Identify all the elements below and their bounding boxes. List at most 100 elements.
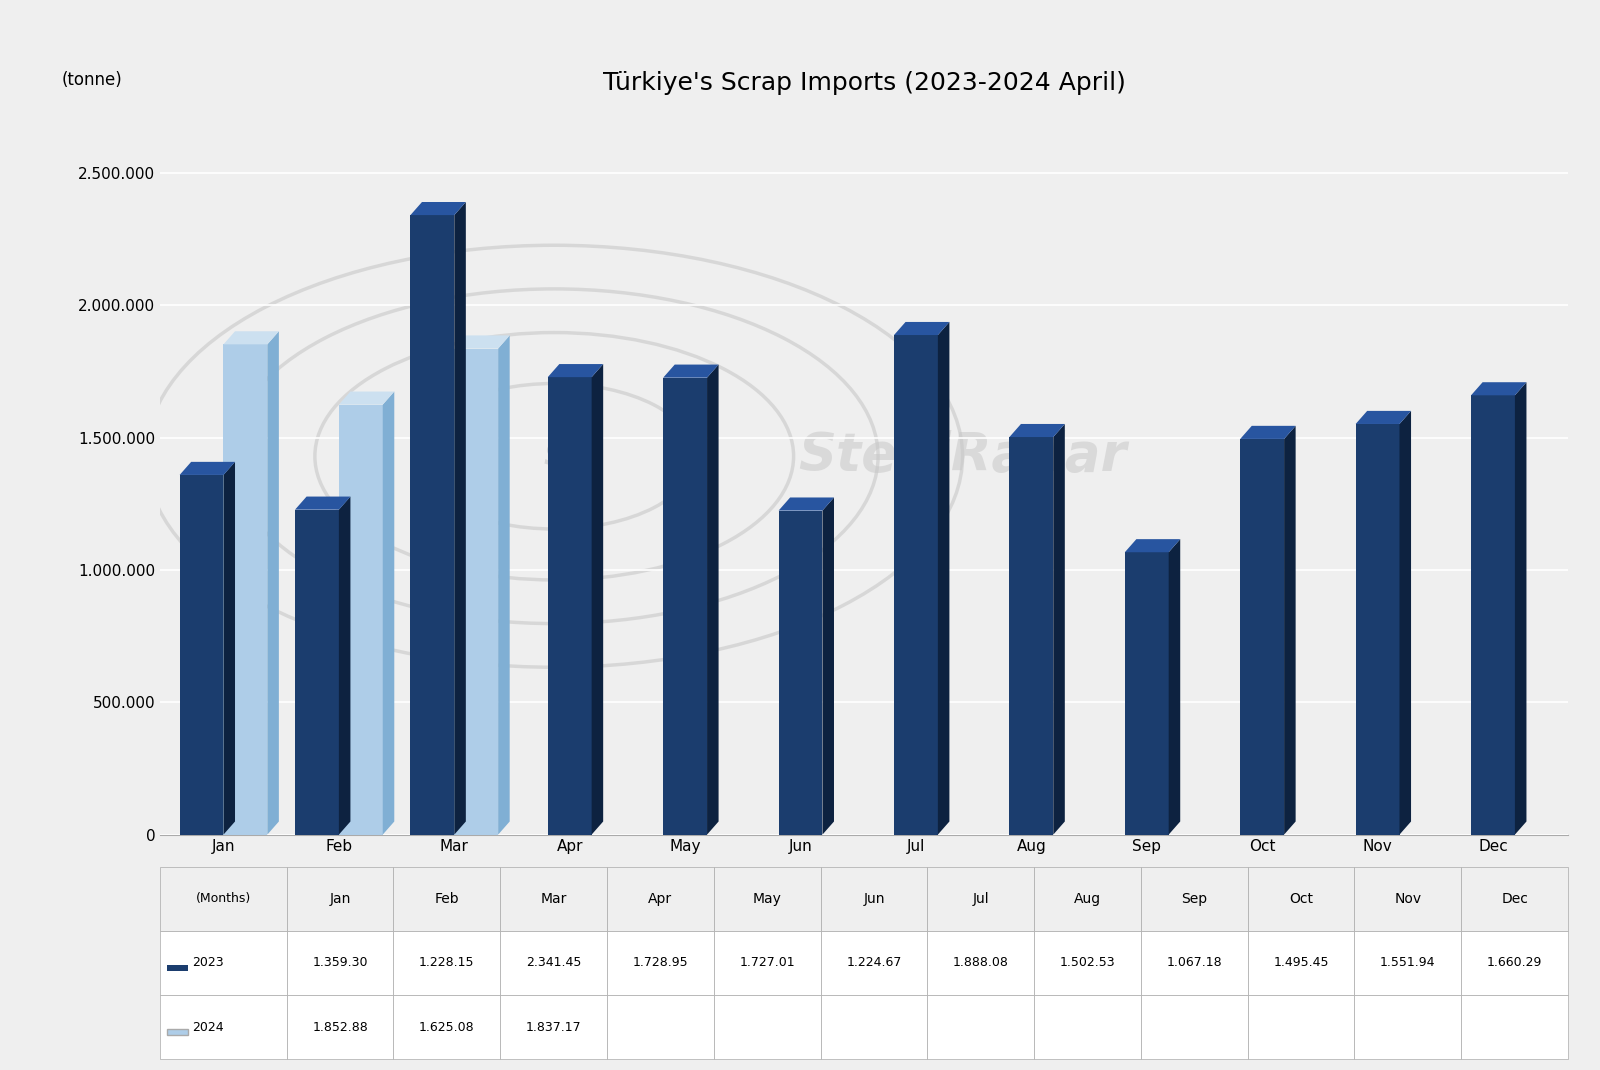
Bar bbox=[928, 867, 1034, 931]
Polygon shape bbox=[1470, 382, 1526, 395]
Bar bbox=[501, 931, 606, 995]
Bar bbox=[1141, 867, 1248, 931]
Text: 1.660.29: 1.660.29 bbox=[1486, 957, 1542, 969]
Polygon shape bbox=[411, 202, 466, 215]
Bar bbox=[894, 335, 938, 835]
Text: Nov: Nov bbox=[1394, 891, 1421, 906]
Bar bbox=[1355, 867, 1461, 931]
Polygon shape bbox=[1285, 426, 1296, 835]
Bar bbox=[1141, 995, 1248, 1059]
Polygon shape bbox=[822, 498, 834, 835]
Text: Jan: Jan bbox=[330, 891, 350, 906]
Polygon shape bbox=[224, 332, 278, 345]
Bar bbox=[166, 1029, 189, 1035]
Bar bbox=[1240, 439, 1285, 835]
Polygon shape bbox=[1010, 424, 1066, 437]
Bar bbox=[1034, 867, 1141, 931]
Text: 2024: 2024 bbox=[192, 1021, 224, 1034]
Polygon shape bbox=[547, 364, 603, 377]
Bar bbox=[714, 867, 821, 931]
Polygon shape bbox=[267, 332, 278, 835]
Text: 2.341.45: 2.341.45 bbox=[526, 957, 581, 969]
Polygon shape bbox=[1240, 426, 1296, 439]
Bar bbox=[394, 995, 501, 1059]
Bar bbox=[606, 995, 714, 1059]
Polygon shape bbox=[454, 202, 466, 835]
Text: S: S bbox=[544, 442, 565, 471]
Bar bbox=[1125, 552, 1168, 835]
Bar bbox=[1010, 437, 1053, 835]
Bar bbox=[662, 378, 707, 835]
Text: Feb: Feb bbox=[435, 891, 459, 906]
Polygon shape bbox=[339, 392, 394, 404]
Title: Türkiye's Scrap Imports (2023-2024 April): Türkiye's Scrap Imports (2023-2024 April… bbox=[603, 72, 1125, 95]
Bar bbox=[1034, 995, 1141, 1059]
Bar bbox=[547, 377, 592, 835]
Bar bbox=[1470, 395, 1515, 835]
Bar bbox=[454, 349, 498, 835]
Polygon shape bbox=[339, 496, 350, 835]
Bar bbox=[224, 345, 267, 835]
Polygon shape bbox=[592, 364, 603, 835]
Text: 1.888.08: 1.888.08 bbox=[954, 957, 1008, 969]
Bar bbox=[1248, 995, 1355, 1059]
Text: Oct: Oct bbox=[1290, 891, 1314, 906]
Bar bbox=[294, 509, 339, 835]
Text: (tonne): (tonne) bbox=[61, 71, 122, 89]
Polygon shape bbox=[938, 322, 949, 835]
Polygon shape bbox=[179, 462, 235, 475]
Polygon shape bbox=[1515, 382, 1526, 835]
Bar bbox=[821, 931, 928, 995]
Text: 1.495.45: 1.495.45 bbox=[1274, 957, 1330, 969]
Bar bbox=[821, 867, 928, 931]
Bar bbox=[1248, 867, 1355, 931]
Bar bbox=[394, 931, 501, 995]
Bar bbox=[1355, 995, 1461, 1059]
Bar bbox=[179, 475, 224, 835]
Bar bbox=[160, 931, 286, 995]
Text: Mar: Mar bbox=[541, 891, 566, 906]
Text: Dec: Dec bbox=[1501, 891, 1528, 906]
Bar bbox=[286, 931, 394, 995]
Bar bbox=[1461, 931, 1568, 995]
Bar bbox=[1461, 995, 1568, 1059]
Bar bbox=[714, 995, 821, 1059]
Polygon shape bbox=[779, 498, 834, 510]
Bar bbox=[1141, 931, 1248, 995]
Text: 1.502.53: 1.502.53 bbox=[1059, 957, 1115, 969]
Bar bbox=[928, 995, 1034, 1059]
Polygon shape bbox=[894, 322, 949, 335]
Text: (Months): (Months) bbox=[195, 892, 251, 905]
Polygon shape bbox=[662, 365, 718, 378]
Text: SteelRadar: SteelRadar bbox=[798, 430, 1126, 483]
Text: 1.852.88: 1.852.88 bbox=[312, 1021, 368, 1034]
Text: 1.837.17: 1.837.17 bbox=[526, 1021, 581, 1034]
Bar bbox=[286, 867, 394, 931]
Bar bbox=[606, 931, 714, 995]
Text: May: May bbox=[752, 891, 782, 906]
Text: Aug: Aug bbox=[1074, 891, 1101, 906]
Bar bbox=[501, 995, 606, 1059]
Polygon shape bbox=[1355, 411, 1411, 424]
Polygon shape bbox=[224, 462, 235, 835]
Polygon shape bbox=[1168, 539, 1181, 835]
Text: 1.727.01: 1.727.01 bbox=[739, 957, 795, 969]
Bar bbox=[501, 867, 606, 931]
Polygon shape bbox=[498, 335, 510, 835]
Bar bbox=[160, 867, 286, 931]
Bar bbox=[714, 931, 821, 995]
Text: Apr: Apr bbox=[648, 891, 672, 906]
Bar bbox=[1034, 931, 1141, 995]
Bar bbox=[1248, 931, 1355, 995]
Text: 1.359.30: 1.359.30 bbox=[312, 957, 368, 969]
Text: 1.551.94: 1.551.94 bbox=[1381, 957, 1435, 969]
Text: 1.625.08: 1.625.08 bbox=[419, 1021, 475, 1034]
Polygon shape bbox=[707, 365, 718, 835]
Text: Sep: Sep bbox=[1181, 891, 1208, 906]
Bar bbox=[779, 510, 822, 835]
Text: Jul: Jul bbox=[973, 891, 989, 906]
Text: 1.224.67: 1.224.67 bbox=[846, 957, 902, 969]
Polygon shape bbox=[454, 335, 510, 349]
Text: 1.067.18: 1.067.18 bbox=[1166, 957, 1222, 969]
Bar bbox=[1461, 867, 1568, 931]
